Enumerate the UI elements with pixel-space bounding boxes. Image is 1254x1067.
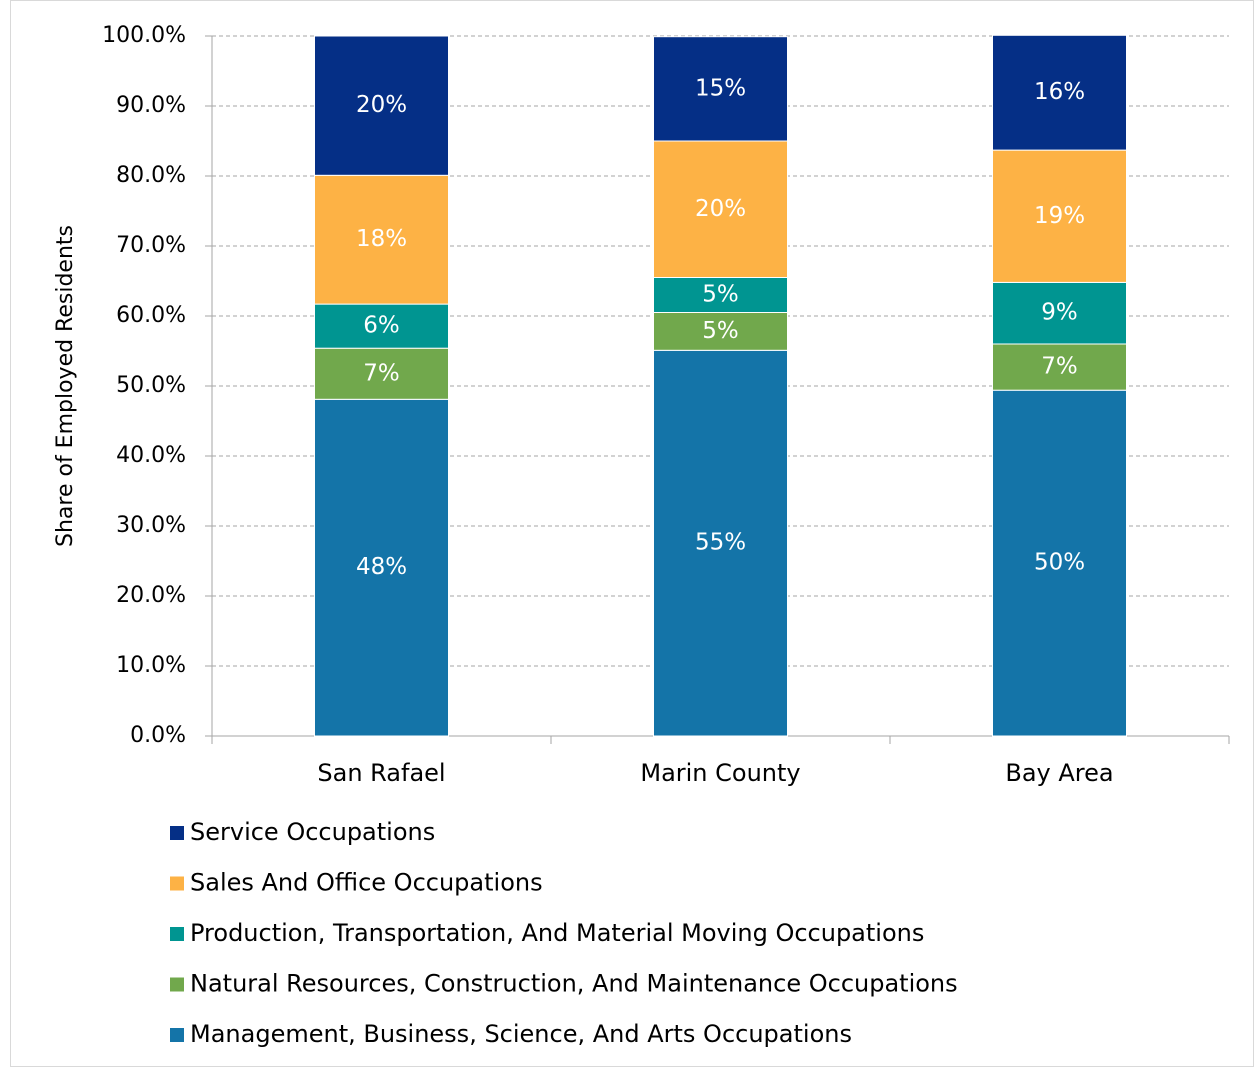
- data-label: 55%: [695, 530, 746, 556]
- bar-segment: [314, 303, 449, 349]
- y-tick-label: 70.0%: [116, 233, 186, 258]
- legend-swatch: [170, 927, 184, 941]
- x-tick-label: Marin County: [640, 759, 800, 787]
- legend-label: Natural Resources, Construction, And Mai…: [190, 970, 958, 998]
- data-label: 5%: [702, 318, 739, 344]
- data-label: 19%: [1034, 203, 1085, 229]
- y-tick-label: 50.0%: [116, 373, 186, 398]
- data-label: 9%: [1041, 300, 1078, 326]
- y-tick-label: 30.0%: [116, 513, 186, 538]
- data-label: 15%: [695, 75, 746, 101]
- y-tick-label: 40.0%: [116, 443, 186, 468]
- legend-label: Service Occupations: [190, 818, 435, 846]
- y-tick-label: 60.0%: [116, 303, 186, 328]
- data-label: 50%: [1034, 550, 1085, 576]
- y-tick-label: 80.0%: [116, 163, 186, 188]
- legend-swatch: [170, 1028, 184, 1042]
- bar-segment: [653, 277, 788, 313]
- x-tick-label: San Rafael: [317, 759, 445, 787]
- y-tick-label: 10.0%: [116, 653, 186, 678]
- bar-segment: [992, 281, 1127, 345]
- bar-segment: [653, 36, 788, 142]
- legend-swatch: [170, 826, 184, 840]
- y-axis-title: Share of Employed Residents: [53, 225, 78, 547]
- data-label: 20%: [356, 92, 407, 118]
- data-label: 16%: [1034, 79, 1085, 105]
- data-label: 48%: [356, 554, 407, 580]
- data-label: 6%: [363, 313, 400, 339]
- bar-segment: [314, 174, 449, 305]
- data-label: 5%: [702, 282, 739, 308]
- data-label: 20%: [695, 196, 746, 222]
- bar-segment: [992, 149, 1127, 283]
- data-label: 18%: [356, 226, 407, 252]
- bar-segment: [653, 140, 788, 278]
- bar-segment: [992, 389, 1127, 737]
- legend-swatch: [170, 876, 184, 891]
- data-label: 7%: [363, 360, 400, 386]
- bar-segment: [992, 343, 1127, 391]
- bar-segment: [314, 347, 449, 400]
- bar-segment: [992, 34, 1127, 151]
- legend-label: Sales And Office Occupations: [190, 869, 543, 897]
- bar-segment: [314, 35, 449, 176]
- x-tick-label: Bay Area: [1005, 759, 1113, 787]
- bar-segment: [653, 312, 788, 351]
- legend-swatch: [170, 977, 184, 992]
- y-tick-label: 20.0%: [116, 583, 186, 608]
- y-tick-label: 100.0%: [102, 23, 186, 48]
- y-tick-label: 90.0%: [116, 93, 186, 118]
- legend-label: Management, Business, Science, And Arts …: [190, 1020, 852, 1048]
- data-label: 7%: [1041, 354, 1078, 380]
- legend-label: Production, Transportation, And Material…: [190, 919, 924, 947]
- y-tick-label: 0.0%: [130, 723, 186, 748]
